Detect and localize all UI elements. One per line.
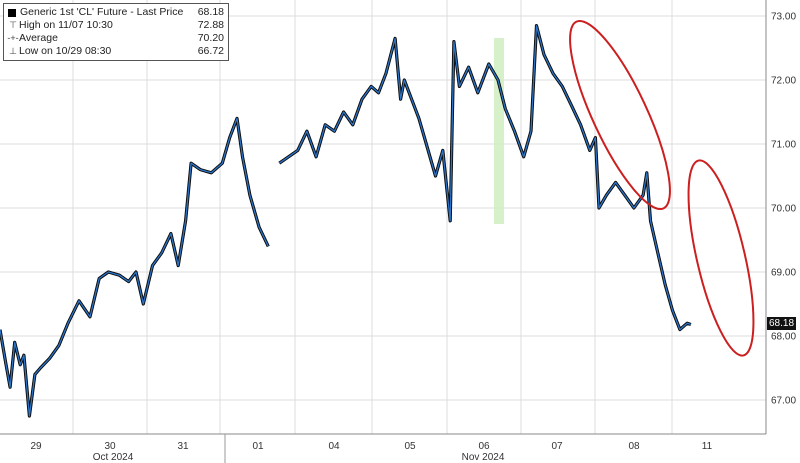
x-tick-label: 11	[702, 441, 713, 452]
x-tick-label: 31	[177, 441, 189, 452]
series-swatch-icon	[8, 8, 16, 17]
month-label: Nov 2024	[462, 452, 505, 463]
x-tick-label: 05	[404, 441, 416, 452]
low-marker-icon: ⊥	[9, 46, 17, 56]
legend-series-name: Generic 1st 'CL' Future - Last Price	[20, 6, 184, 18]
legend-average-label: Average	[19, 32, 58, 44]
y-tick-label: 72.00	[771, 76, 796, 87]
y-tick-label: 68.00	[771, 332, 796, 343]
x-tick-label: 29	[30, 441, 42, 452]
price-series-layer	[0, 24, 692, 418]
legend-low-row: ⊥ Low on 10/29 08:30 66.72	[7, 45, 224, 58]
y-tick-label: 73.00	[771, 12, 796, 23]
plot-area	[0, 0, 766, 434]
y-tick-label: 67.00	[771, 396, 796, 407]
y-tick-label: 71.00	[771, 140, 796, 151]
y-tick-label: 70.00	[771, 204, 796, 215]
legend-low-label: Low on 10/29 08:30	[19, 45, 112, 57]
last-price-tag: 68.18	[767, 317, 797, 330]
legend-series-row: Generic 1st 'CL' Future - Last Price 68.…	[7, 6, 224, 19]
legend-high-value: 72.88	[197, 19, 224, 31]
x-tick-label: 01	[252, 441, 264, 452]
legend-last-price: 68.18	[197, 6, 224, 18]
highlight-band	[494, 38, 504, 224]
x-tick-label: 30	[104, 441, 116, 452]
annotation-ellipse	[687, 159, 755, 357]
x-tick-label: 06	[478, 441, 490, 452]
annotation-ellipse-layer	[569, 19, 755, 357]
average-marker-icon: -+-	[7, 33, 19, 43]
chart-legend: Generic 1st 'CL' Future - Last Price 68.…	[3, 3, 229, 61]
month-label: Oct 2024	[93, 452, 134, 463]
y-tick-label: 69.00	[771, 268, 796, 279]
legend-average-row: -+- Average 70.20	[7, 32, 224, 45]
x-tick-label: 07	[551, 441, 563, 452]
legend-low-value: 66.72	[197, 45, 224, 57]
legend-high-row: ⊤ High on 11/07 10:30 72.88	[7, 19, 224, 32]
annotation-ellipse	[569, 19, 671, 211]
legend-average-value: 70.20	[197, 32, 224, 44]
highlight-band-layer	[494, 38, 504, 224]
x-tick-label: 08	[628, 441, 640, 452]
high-marker-icon: ⊤	[9, 20, 17, 30]
legend-high-label: High on 11/07 10:30	[19, 19, 113, 31]
price-line	[0, 117, 269, 417]
x-tick-label: 04	[328, 441, 340, 452]
price-line	[278, 24, 692, 331]
